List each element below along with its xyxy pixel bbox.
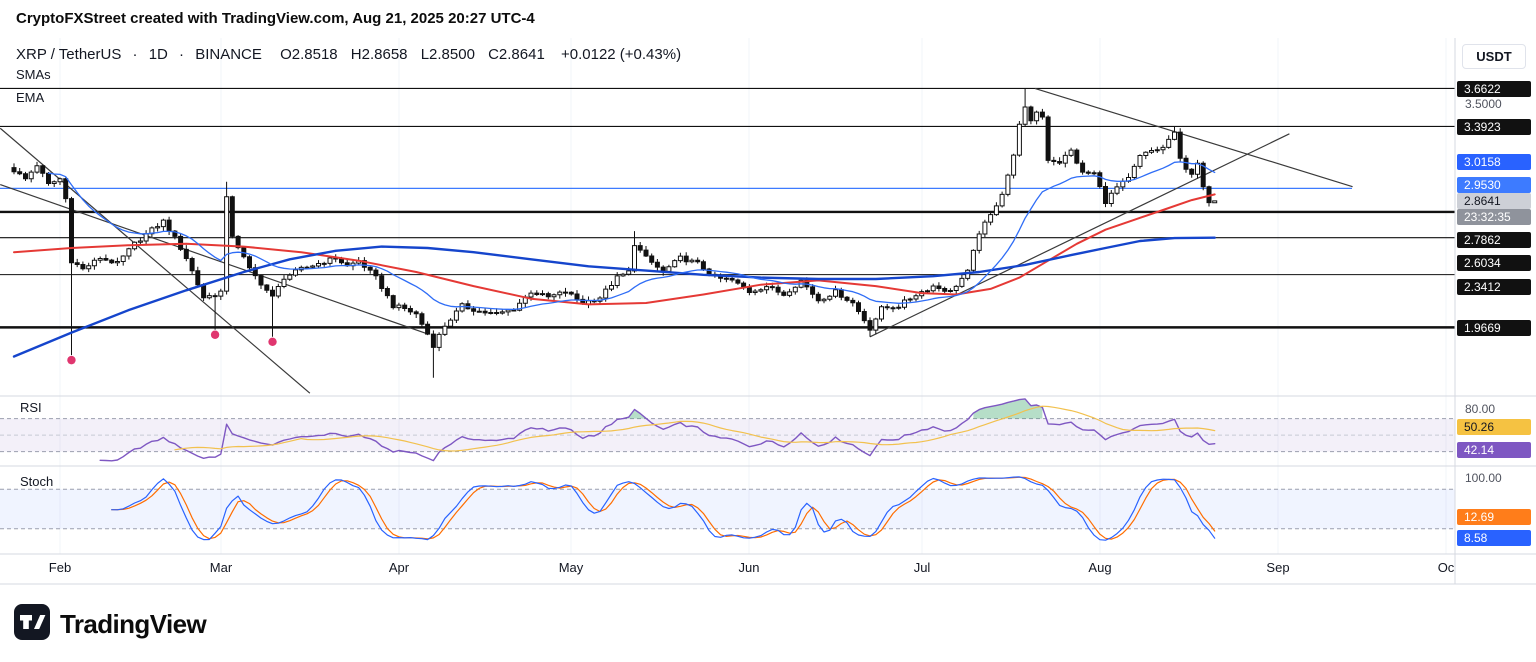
interval-label[interactable]: 1D (148, 46, 168, 63)
ohlc-low: L2.8500 (420, 46, 475, 63)
rsi-pane-label[interactable]: RSI (20, 400, 42, 415)
tradingview-footer: TradingView (14, 604, 207, 645)
ohlc-open: O2.8518 (280, 46, 338, 63)
month-label-sep: Sep (1266, 560, 1290, 575)
stoch-pane-label[interactable]: Stoch (20, 474, 54, 489)
month-label-apr: Apr (388, 560, 410, 575)
symbol-title[interactable]: XRP / TetherUS (16, 46, 122, 63)
symbol-legend: XRP / TetherUS · 1D · BINANCE O2.8518 H2… (16, 46, 681, 63)
change-label: +0.0122 (+0.43%) (560, 46, 682, 63)
month-label-may: May (558, 560, 584, 575)
attribution-text: CryptoFXStreet created with TradingView.… (16, 10, 535, 27)
currency-button[interactable]: USDT (1462, 44, 1526, 69)
month-label-oc: Oc (1437, 560, 1455, 575)
legend-separator: · (132, 46, 138, 63)
month-label-aug: Aug (1088, 560, 1112, 575)
month-label-jun: Jun (738, 560, 760, 575)
time-scale[interactable]: Feb Mar Apr May Jun Jul Aug Sep Oc (0, 554, 1455, 584)
month-label-jul: Jul (913, 560, 931, 575)
month-label-feb: Feb (48, 560, 72, 575)
ohlc-high: H2.8658 (350, 46, 408, 63)
tradingview-wordmark[interactable]: TradingView (60, 609, 207, 639)
ema-legend[interactable]: EMA (16, 90, 45, 105)
smas-legend[interactable]: SMAs (16, 67, 51, 82)
legend-separator: · (179, 46, 185, 63)
ohlc-close: C2.8641 (488, 46, 545, 63)
month-label-mar: Mar (209, 560, 233, 575)
exchange-label: BINANCE (195, 46, 262, 63)
tradingview-logo-icon[interactable] (14, 604, 50, 645)
